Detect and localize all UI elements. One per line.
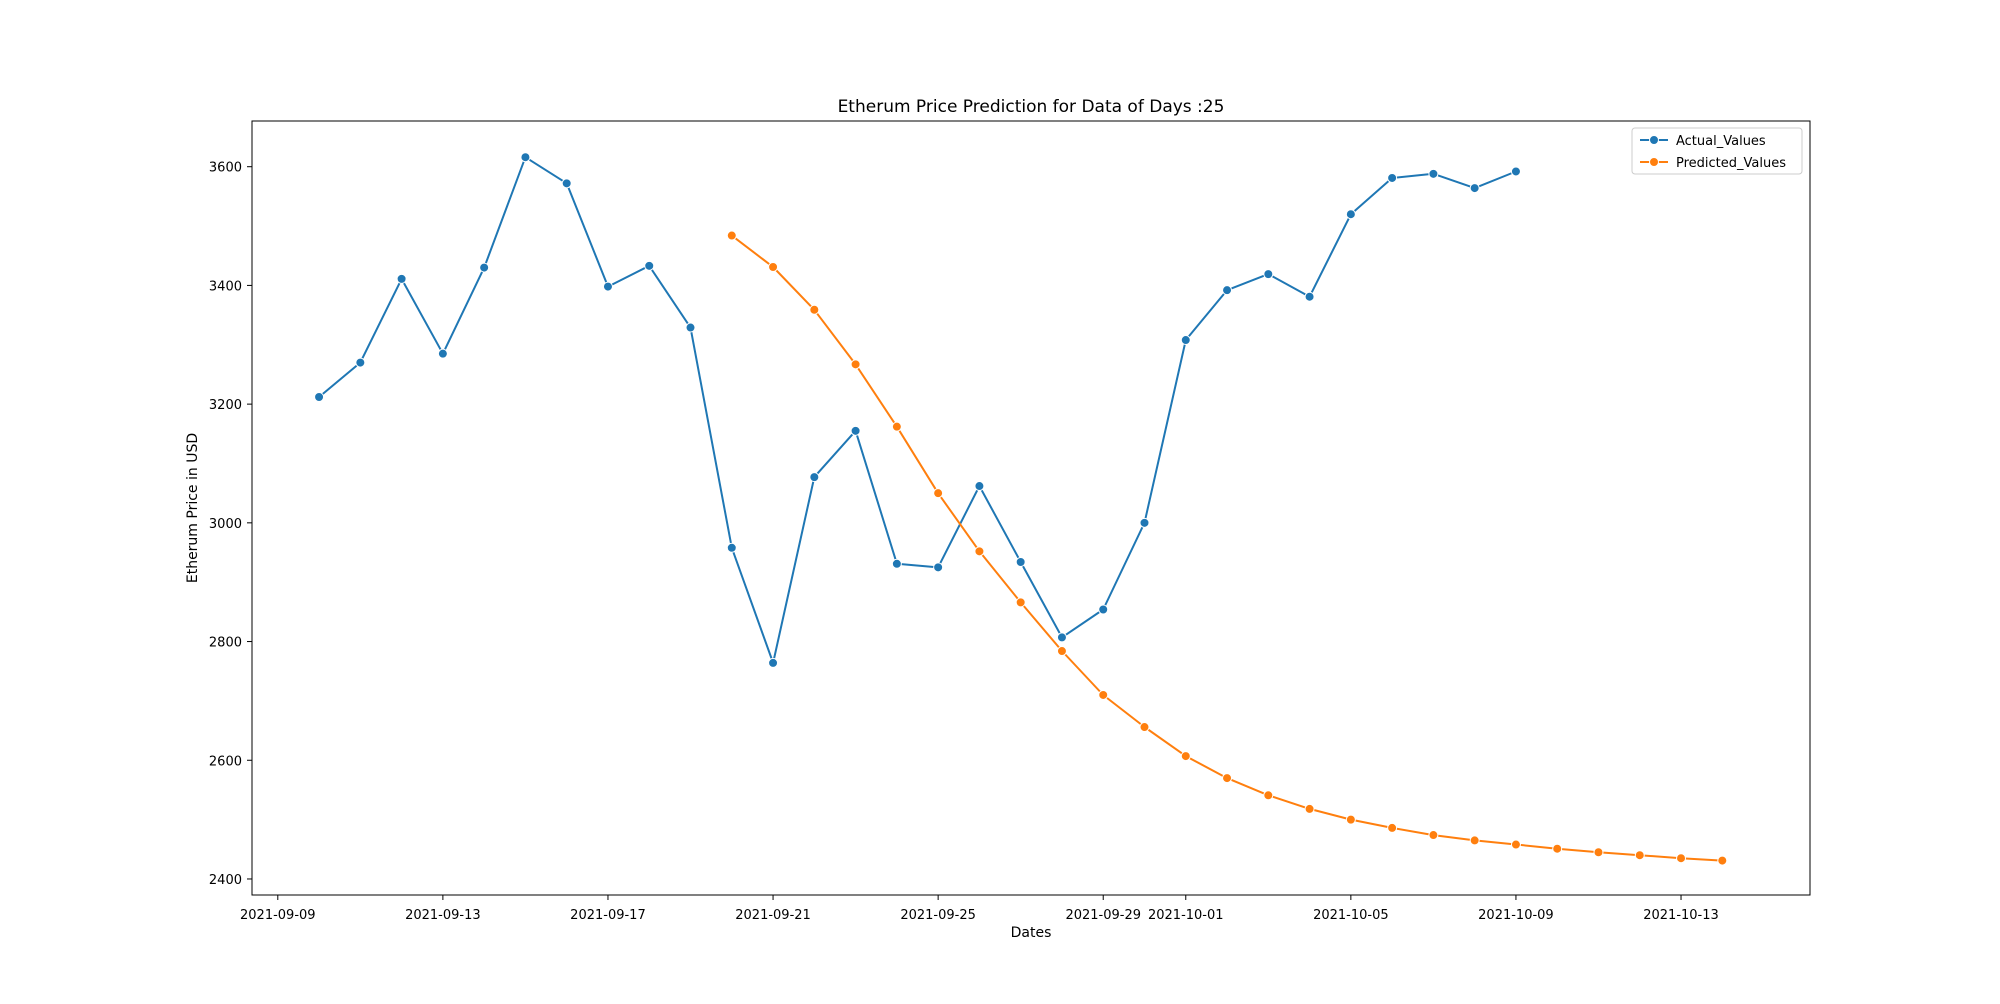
data-point xyxy=(974,481,985,492)
legend: Actual_Values Predicted_Values xyxy=(1631,127,1803,175)
plot-frame xyxy=(251,120,1811,896)
x-axis-label: Dates xyxy=(1011,925,1052,941)
x-tick-label: 2021-10-13 xyxy=(1643,908,1719,923)
y-tick-label: 3600 xyxy=(209,161,242,176)
legend-label: Predicted_Values xyxy=(1676,156,1786,171)
x-tick-label: 2021-10-09 xyxy=(1478,908,1554,923)
data-point xyxy=(1222,773,1233,784)
data-point xyxy=(891,421,902,432)
data-point xyxy=(1180,751,1191,762)
legend-marker xyxy=(1649,157,1659,167)
x-tick-label: 2021-09-29 xyxy=(1065,908,1141,923)
data-point xyxy=(1263,269,1274,280)
legend-box xyxy=(1631,127,1803,175)
data-point xyxy=(1469,835,1480,846)
data-point xyxy=(1222,285,1233,296)
x-tick-label: 2021-09-21 xyxy=(735,908,811,923)
x-tick-label: 2021-09-09 xyxy=(240,908,316,923)
legend-marker xyxy=(1649,135,1659,145)
y-tick-label: 3200 xyxy=(209,398,242,413)
data-point xyxy=(602,281,613,292)
data-point xyxy=(1345,814,1356,825)
axis-ticks: 2021-09-09 2021-09-13 2021-09-17 2021-09-21… xyxy=(209,161,1719,923)
data-point xyxy=(726,230,737,241)
data-point xyxy=(1634,850,1645,861)
data-point xyxy=(437,348,448,359)
data-point xyxy=(561,178,572,189)
data-point xyxy=(479,262,490,273)
data-point xyxy=(1387,172,1398,183)
y-tick-label: 2400 xyxy=(209,873,242,888)
legend-item: Actual_Values xyxy=(1640,134,1766,149)
x-tick-label: 2021-09-13 xyxy=(405,908,481,923)
data-point xyxy=(1593,847,1604,858)
y-axis-label: Etherum Price in USD xyxy=(185,433,201,583)
data-point xyxy=(355,357,366,368)
x-tick-label: 2021-10-05 xyxy=(1313,908,1389,923)
data-point xyxy=(1015,597,1026,608)
data-point xyxy=(1676,853,1687,864)
data-point xyxy=(1139,517,1150,528)
data-point xyxy=(1469,183,1480,194)
data-point xyxy=(726,542,737,553)
data-point xyxy=(850,425,861,436)
data-point xyxy=(1428,830,1439,841)
series-line xyxy=(318,156,1517,664)
data-point xyxy=(1552,843,1563,854)
data-point xyxy=(1056,632,1067,643)
data-point xyxy=(768,657,779,668)
data-point xyxy=(933,488,944,499)
series-predicted-values xyxy=(726,230,1728,866)
data-point xyxy=(809,304,820,315)
data-point xyxy=(974,546,985,557)
legend-label: Actual_Values xyxy=(1676,134,1766,149)
data-point xyxy=(891,558,902,569)
data-point xyxy=(1304,803,1315,814)
y-tick-label: 2600 xyxy=(209,754,242,769)
chart-title: Etherum Price Prediction for Data of Day… xyxy=(838,97,1225,117)
data-point xyxy=(644,260,655,271)
x-tick-label: 2021-10-01 xyxy=(1148,908,1224,923)
legend-item: Predicted_Values xyxy=(1640,156,1786,171)
data-point xyxy=(1098,604,1109,615)
data-point xyxy=(520,152,531,163)
data-point xyxy=(1510,166,1521,177)
data-point xyxy=(1139,722,1150,733)
y-tick-label: 3400 xyxy=(209,279,242,294)
data-point xyxy=(1510,839,1521,850)
series-actual-values xyxy=(314,152,1521,668)
data-point xyxy=(1263,790,1274,801)
y-tick-label: 3000 xyxy=(209,517,242,532)
data-point xyxy=(1717,855,1728,866)
series-layer xyxy=(314,152,1728,866)
data-point xyxy=(396,273,407,284)
data-point xyxy=(1180,335,1191,346)
data-point xyxy=(768,262,779,273)
data-point xyxy=(314,392,325,403)
data-point xyxy=(1345,209,1356,220)
data-point xyxy=(1056,646,1067,657)
data-point xyxy=(1304,291,1315,302)
data-point xyxy=(850,359,861,370)
data-point xyxy=(1015,557,1026,568)
data-point xyxy=(685,322,696,333)
data-point xyxy=(1098,689,1109,700)
x-tick-label: 2021-09-25 xyxy=(900,908,976,923)
x-tick-label: 2021-09-17 xyxy=(570,908,646,923)
data-point xyxy=(1428,168,1439,179)
y-tick-label: 2800 xyxy=(209,636,242,651)
data-point xyxy=(809,472,820,483)
data-point xyxy=(1387,822,1398,833)
data-point xyxy=(933,562,944,573)
